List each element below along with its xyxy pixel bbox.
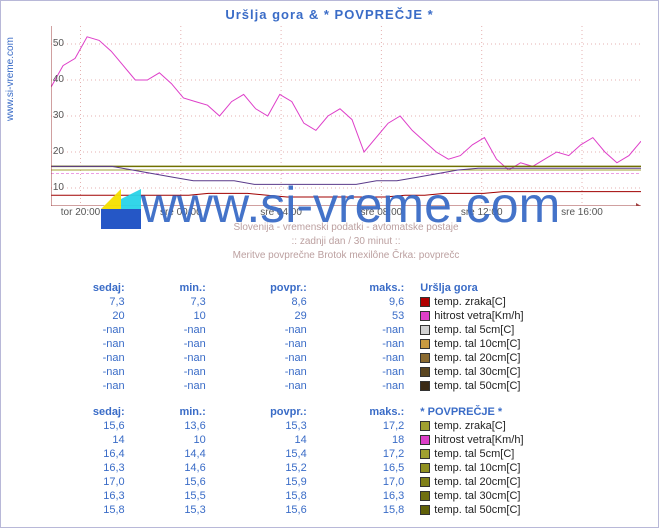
- chart-svg: [51, 26, 641, 206]
- col-header: sedaj:: [41, 281, 133, 295]
- table-row: 7,37,38,69,6temp. zraka[C]: [41, 295, 641, 309]
- color-swatch: [420, 311, 430, 321]
- table-row: -nan-nan-nan-nantemp. tal 5cm[C]: [41, 323, 641, 337]
- col-header: sedaj:: [41, 405, 133, 419]
- table-row: -nan-nan-nan-nantemp. tal 20cm[C]: [41, 351, 641, 365]
- y-tick: 20: [34, 146, 64, 157]
- table-ursljagorа: sedaj:min.:povpr.:maks.:Uršlja gora 7,37…: [41, 281, 641, 393]
- x-tick: sre 16:00: [552, 207, 612, 218]
- color-swatch: [420, 339, 430, 349]
- col-header: maks.:: [315, 281, 413, 295]
- x-tick: sre 00:00: [151, 207, 211, 218]
- chart-title: Uršlja gora & * POVPREČJE *: [1, 1, 658, 22]
- table-row: -nan-nan-nan-nantemp. tal 30cm[C]: [41, 365, 641, 379]
- table-row: 20102953hitrost vetra[Km/h]: [41, 309, 641, 323]
- col-header: min.:: [133, 281, 214, 295]
- table-povprecje: sedaj:min.:povpr.:maks.:* POVPREČJE * 15…: [41, 405, 641, 517]
- table-row: 17,015,615,917,0temp. tal 20cm[C]: [41, 475, 641, 489]
- table-row: 14101418hitrost vetra[Km/h]: [41, 433, 641, 447]
- color-swatch: [420, 325, 430, 335]
- x-tick: sre 08:00: [351, 207, 411, 218]
- color-swatch: [420, 421, 430, 431]
- x-tick: sre 04:00: [251, 207, 311, 218]
- table-row: 15,815,315,615,8temp. tal 50cm[C]: [41, 503, 641, 517]
- color-swatch: [420, 353, 430, 363]
- y-tick: 50: [34, 38, 64, 49]
- color-swatch: [420, 435, 430, 445]
- x-tick: sre 12:00: [452, 207, 512, 218]
- color-swatch: [420, 381, 430, 391]
- col-header: povpr.:: [214, 405, 315, 419]
- color-swatch: [420, 505, 430, 515]
- table-row: -nan-nan-nan-nantemp. tal 50cm[C]: [41, 379, 641, 393]
- color-swatch: [420, 463, 430, 473]
- x-tick: tor 20:00: [51, 207, 111, 218]
- color-swatch: [420, 297, 430, 307]
- color-swatch: [420, 449, 430, 459]
- y-axis-label: www.si-vreme.com: [5, 37, 16, 121]
- color-swatch: [420, 367, 430, 377]
- col-header: Uršlja gora: [412, 281, 641, 295]
- table-row: 16,414,415,417,2temp. tal 5cm[C]: [41, 447, 641, 461]
- table-row: -nan-nan-nan-nantemp. tal 10cm[C]: [41, 337, 641, 351]
- y-tick: 40: [34, 74, 64, 85]
- y-tick: 30: [34, 110, 64, 121]
- table-row: 16,314,615,216,5temp. tal 10cm[C]: [41, 461, 641, 475]
- col-header: min.:: [133, 405, 214, 419]
- color-swatch: [420, 477, 430, 487]
- color-swatch: [420, 491, 430, 501]
- table-row: 16,315,515,816,3temp. tal 30cm[C]: [41, 489, 641, 503]
- col-header: povpr.:: [214, 281, 315, 295]
- chart-caption: Slovenija - vremenski podatki - avtomats…: [51, 221, 641, 263]
- y-tick: 10: [34, 182, 64, 193]
- col-header: maks.:: [315, 405, 413, 419]
- table-row: 15,613,615,317,2temp. zraka[C]: [41, 419, 641, 433]
- col-header: * POVPREČJE *: [412, 405, 641, 419]
